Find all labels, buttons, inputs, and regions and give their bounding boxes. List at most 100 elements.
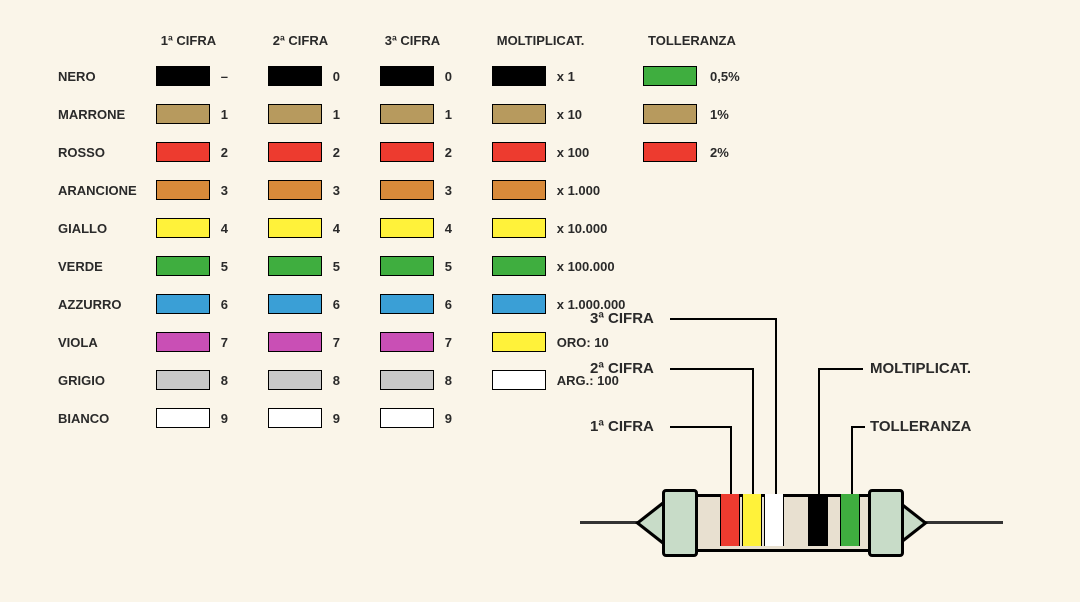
color-name: GRIGIO: [57, 362, 153, 398]
swatch-c2: [268, 180, 322, 200]
resistor-endcap-right: [868, 489, 904, 557]
value-mult: x 1.000: [549, 172, 627, 208]
swatch-c3: [380, 180, 434, 200]
swatch-c2: [268, 104, 322, 124]
swatch-c3: [380, 104, 434, 124]
value-c1: 4: [213, 210, 265, 246]
swatch-mult: [492, 332, 546, 352]
header-c3: 3ª CIFRA: [379, 30, 489, 56]
value-c3: 4: [437, 210, 489, 246]
tolerance-row: 0,5%: [642, 58, 766, 94]
color-row-giallo: GIALLO444x 10.000: [57, 210, 626, 246]
value-c1: 3: [213, 172, 265, 208]
value-c1: 6: [213, 286, 265, 322]
swatch-mult: [492, 370, 546, 390]
swatch-c1: [156, 142, 210, 162]
value-c1: 5: [213, 248, 265, 284]
diagram-label-c2: 2ª CIFRA: [590, 360, 654, 377]
value-c3: 9: [437, 400, 489, 436]
color-name: ROSSO: [57, 134, 153, 170]
resistor-band-3: [764, 494, 784, 546]
swatch-tol: [643, 66, 697, 86]
resistor-band-2: [742, 494, 762, 546]
color-name: BIANCO: [57, 400, 153, 436]
value-c3: 2: [437, 134, 489, 170]
tolerance-table: TOLLERANZA0,5%1%2%: [640, 28, 768, 172]
swatch-c3: [380, 256, 434, 276]
value-c3: 8: [437, 362, 489, 398]
value-c2: 6: [325, 286, 377, 322]
swatch-tol: [643, 104, 697, 124]
swatch-c3: [380, 408, 434, 428]
swatch-mult: [492, 66, 546, 86]
swatch-c1: [156, 408, 210, 428]
color-row-marrone: MARRONE 1 1 1 x 10: [57, 96, 626, 132]
swatch-c3: [380, 218, 434, 238]
value-c1: 7: [213, 324, 265, 360]
value-tol: 2%: [700, 134, 766, 170]
resistor-band-5: [840, 494, 860, 546]
swatch-c3: [380, 332, 434, 352]
swatch-mult: [492, 180, 546, 200]
value-c1: 8: [213, 362, 265, 398]
color-row-nero: NERO – 0 0 x 1: [57, 58, 626, 94]
swatch-c2: [268, 408, 322, 428]
value-c2: 3: [325, 172, 377, 208]
swatch-c2: [268, 66, 322, 86]
header-mult: MOLTIPLICAT.: [491, 30, 627, 56]
swatch-c1: [156, 294, 210, 314]
tolerance-row: 2%: [642, 134, 766, 170]
value-c3: 1: [437, 96, 489, 132]
color-name: MARRONE: [57, 96, 153, 132]
value-c2: 9: [325, 400, 377, 436]
swatch-mult: [492, 218, 546, 238]
swatch-c1: [156, 332, 210, 352]
resistor-band-1: [720, 494, 740, 546]
diagram-label-c1: 1ª CIFRA: [590, 418, 654, 435]
color-name: VIOLA: [57, 324, 153, 360]
value-c3: 6: [437, 286, 489, 322]
value-c1: –: [213, 58, 265, 94]
color-row-arancione: ARANCIONE333x 1.000: [57, 172, 626, 208]
header-c1: 1ª CIFRA: [155, 30, 265, 56]
swatch-c3: [380, 66, 434, 86]
header-tol: TOLLERANZA: [642, 30, 766, 56]
diagram-label-c3: 3ª CIFRA: [590, 310, 654, 327]
value-mult: x 10: [549, 96, 627, 132]
value-mult: x 1: [549, 58, 627, 94]
color-name: VERDE: [57, 248, 153, 284]
color-name: NERO: [57, 58, 153, 94]
color-row-verde: VERDE555x 100.000: [57, 248, 626, 284]
color-code-table: 1ª CIFRA2ª CIFRA3ª CIFRAMOLTIPLICAT.NERO…: [55, 28, 628, 438]
value-c3: 5: [437, 248, 489, 284]
swatch-mult: [492, 294, 546, 314]
resistor-diagram: 3ª CIFRA 2ª CIFRA 1ª CIFRA MOLTIPLICAT. …: [580, 300, 1060, 580]
value-c3: 3: [437, 172, 489, 208]
swatch-c2: [268, 142, 322, 162]
color-name: AZZURRO: [57, 286, 153, 322]
swatch-c1: [156, 104, 210, 124]
value-c2: 7: [325, 324, 377, 360]
swatch-c1: [156, 66, 210, 86]
swatch-c2: [268, 256, 322, 276]
value-c2: 5: [325, 248, 377, 284]
value-c3: 0: [437, 58, 489, 94]
resistor-band-4: [808, 494, 828, 546]
value-c2: 1: [325, 96, 377, 132]
diagram-label-tol: TOLLERANZA: [870, 418, 971, 435]
value-c2: 2: [325, 134, 377, 170]
value-c2: 4: [325, 210, 377, 246]
value-c1: 2: [213, 134, 265, 170]
swatch-c3: [380, 142, 434, 162]
value-tol: 1%: [700, 96, 766, 132]
value-c2: 0: [325, 58, 377, 94]
swatch-c2: [268, 332, 322, 352]
color-row-rosso: ROSSO222x 100: [57, 134, 626, 170]
swatch-tol: [643, 142, 697, 162]
swatch-c1: [156, 218, 210, 238]
value-c1: 1: [213, 96, 265, 132]
swatch-c2: [268, 370, 322, 390]
swatch-mult: [492, 142, 546, 162]
swatch-c3: [380, 370, 434, 390]
swatch-c1: [156, 370, 210, 390]
